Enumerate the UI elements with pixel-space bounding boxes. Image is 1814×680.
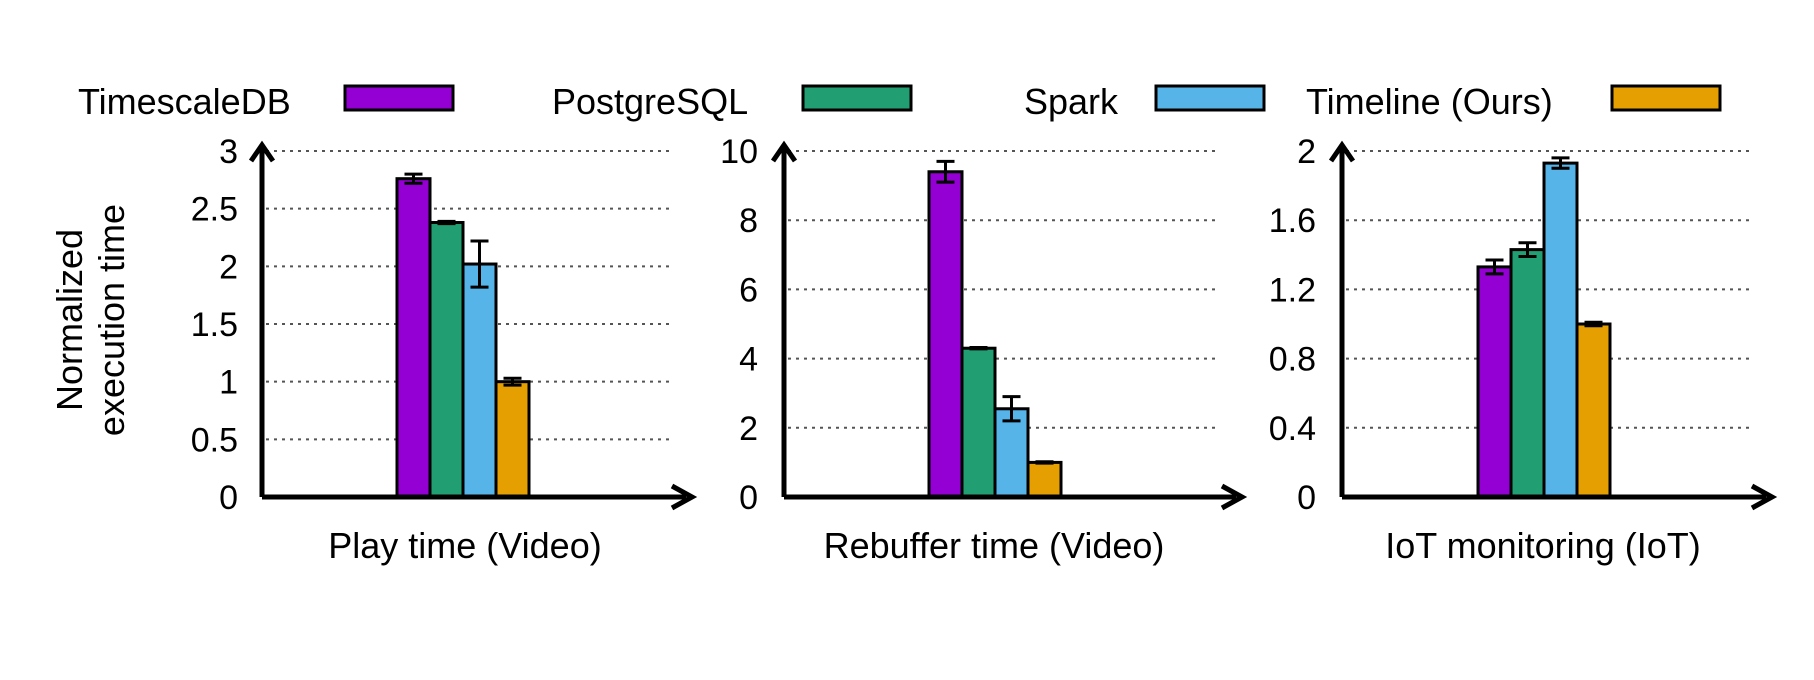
legend-label-spark: Spark: [1024, 81, 1119, 122]
y-tick-label: 2.5: [191, 191, 238, 229]
bar-postgresql: [1509, 248, 1546, 499]
y-tick-label: 0: [739, 479, 758, 517]
legend-swatch-timeline: [1610, 84, 1722, 112]
y-tick-label: 1: [219, 364, 238, 402]
y-axis-arrow: [770, 140, 798, 163]
bar-postgresql: [428, 221, 465, 499]
y-tick-label: 1.6: [1269, 202, 1316, 240]
x-axis-title: Play time (Video): [328, 525, 601, 566]
chart-panels: 0 0.5 1 1.5 2 2.5 3 Play time (Video) 0 2 4 6 8 10 Reb…: [191, 133, 1778, 566]
y-tick-label: 8: [739, 202, 758, 240]
x-axis-arrow: [670, 483, 698, 511]
y-tick-label: 3: [219, 133, 238, 171]
legend-label-timeline: Timeline (Ours): [1306, 81, 1553, 122]
x-axis-arrow: [1220, 483, 1248, 511]
y-tick-label: 0.5: [191, 421, 238, 459]
legend-swatch-timescaledb: [343, 84, 455, 112]
y-axis-title: Normalized execution time: [49, 204, 132, 436]
bar-timeline-ours: [1575, 322, 1612, 499]
x-axis-title: IoT monitoring (IoT): [1385, 525, 1700, 566]
y-axis-arrow: [1328, 140, 1356, 163]
y-tick-label: 0: [1297, 479, 1316, 517]
bar-timescaledb: [927, 170, 964, 499]
y-tick-label: 1.2: [1269, 271, 1316, 309]
chart-panel-1: 0 0.5 1 1.5 2 2.5 3 Play time (Video): [191, 133, 698, 566]
y-tick-label: 2: [219, 248, 238, 286]
legend-swatch-spark: [1154, 84, 1266, 112]
y-tick-label: 4: [739, 341, 758, 379]
y-tick-label: 2: [739, 410, 758, 448]
y-axis-title-line-2: execution time: [91, 204, 132, 436]
legend-swatch-postgresql: [801, 84, 913, 112]
legend-label-postgresql: PostgreSQL: [552, 81, 748, 122]
x-axis-title: Rebuffer time (Video): [824, 525, 1165, 566]
y-tick-label: 0: [219, 479, 238, 517]
y-axis-arrow: [248, 140, 276, 163]
y-tick-label: 0.4: [1269, 410, 1316, 448]
bar-timescaledb: [395, 177, 432, 499]
y-tick-label: 10: [720, 133, 758, 171]
bar-timeline-ours: [494, 380, 531, 499]
chart-panel-2: 0 2 4 6 8 10 Rebuffer time (Video): [720, 133, 1248, 566]
legend-label-timescaledb: TimescaleDB: [78, 81, 291, 122]
chart-panel-3: 0 0.4 0.8 1.2 1.6 2 IoT monitoring (IoT): [1269, 133, 1778, 566]
y-tick-label: 6: [739, 271, 758, 309]
y-tick-label: 2: [1297, 133, 1316, 171]
x-axis-arrow: [1750, 483, 1778, 511]
y-tick-label: 0.8: [1269, 341, 1316, 379]
bar-postgresql: [960, 346, 997, 499]
bar-timescaledb: [1476, 265, 1513, 499]
bar-timeline-ours: [1026, 460, 1063, 499]
legend: TimescaleDB PostgreSQL Spark Timeline (O…: [78, 81, 1722, 122]
bar-spark: [461, 262, 498, 499]
y-tick-label: 1.5: [191, 306, 238, 344]
bar-spark: [1542, 161, 1579, 499]
y-axis-title-line-1: Normalized: [49, 229, 90, 411]
